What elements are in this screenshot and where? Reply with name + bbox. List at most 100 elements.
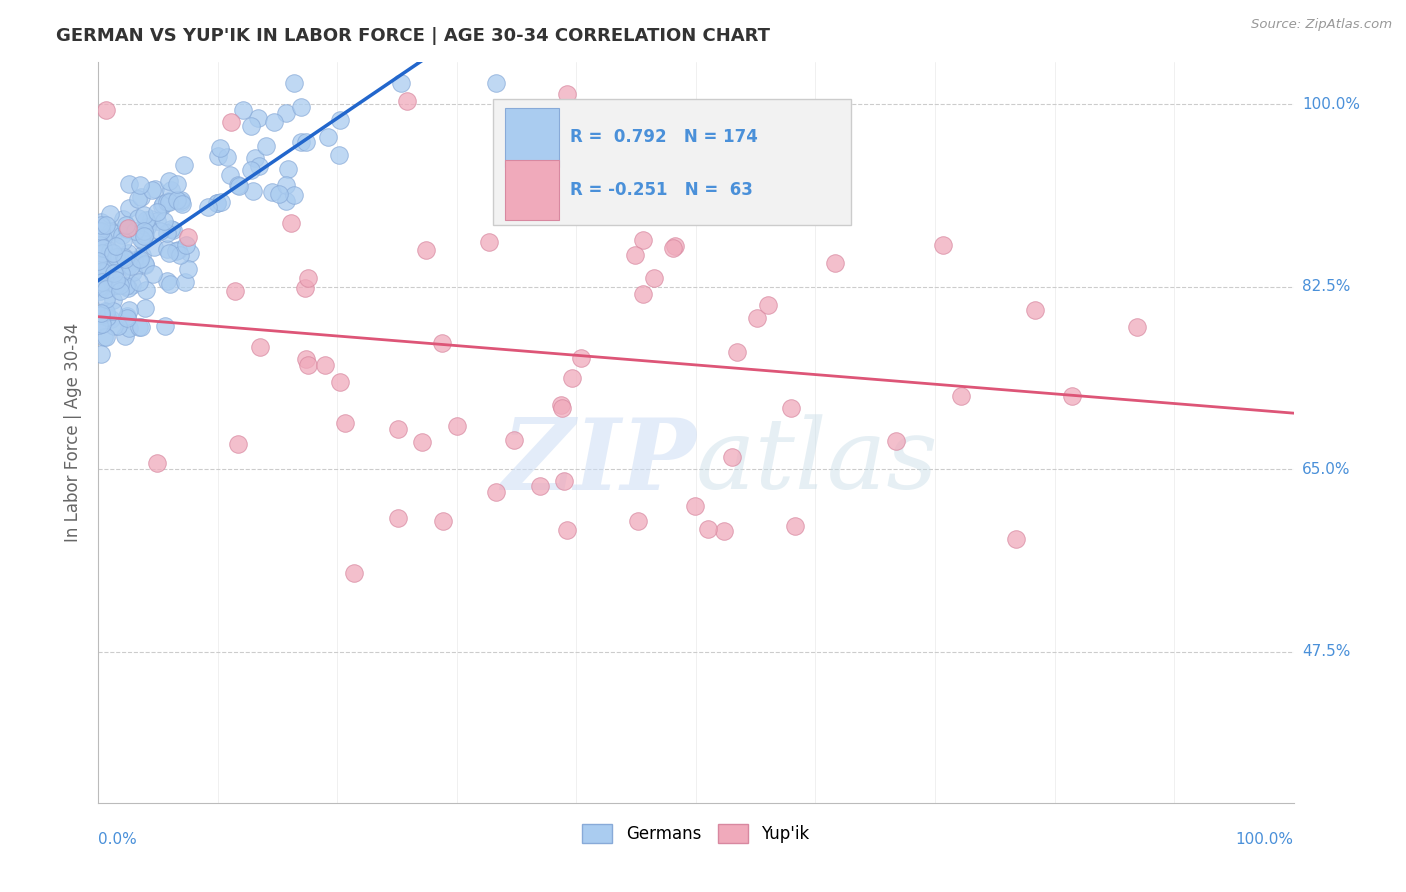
Point [143, 182, 166, 196]
Point [246, 111, 269, 125]
Point [136, 219, 159, 234]
Point [411, 435, 433, 450]
Point [135, 213, 157, 227]
Point [101, 226, 124, 240]
Point [90, 245, 112, 260]
Point [662, 241, 685, 255]
Text: Source: ZipAtlas.com: Source: ZipAtlas.com [1251, 18, 1392, 31]
Point [205, 196, 228, 211]
Point [93, 304, 115, 318]
Point [502, 433, 524, 447]
FancyBboxPatch shape [505, 161, 558, 219]
Point [254, 139, 277, 153]
Point [146, 214, 169, 228]
Point [249, 339, 271, 353]
Point [142, 240, 165, 254]
Point [107, 251, 129, 265]
Point [91, 231, 114, 245]
Point [108, 285, 131, 299]
Point [115, 278, 138, 293]
Legend: Germans, Yup'ik: Germans, Yup'ik [576, 817, 815, 850]
Point [96, 268, 118, 282]
Point [232, 103, 254, 117]
Point [114, 252, 136, 267]
Point [127, 193, 149, 207]
Point [104, 239, 127, 253]
Point [170, 193, 193, 207]
Point [117, 281, 139, 295]
Point [209, 195, 232, 210]
Point [87, 318, 110, 333]
Point [100, 312, 122, 326]
Point [90, 308, 112, 322]
Text: 100.0%: 100.0% [1236, 832, 1294, 847]
Point [132, 235, 155, 249]
Point [90, 347, 112, 361]
Point [93, 330, 115, 344]
Point [103, 319, 125, 334]
Point [118, 321, 141, 335]
Point [117, 259, 139, 273]
Point [747, 310, 769, 325]
Point [111, 212, 134, 227]
Point [165, 244, 187, 258]
Point [207, 148, 229, 162]
Point [294, 281, 316, 295]
Point [90, 215, 112, 229]
Point [104, 273, 127, 287]
Point [219, 168, 242, 182]
Point [89, 285, 111, 299]
Point [172, 196, 194, 211]
Point [118, 178, 141, 192]
Point [389, 76, 412, 90]
Point [329, 113, 352, 128]
Point [94, 304, 117, 318]
Point [166, 193, 188, 207]
Point [103, 246, 125, 260]
Point [174, 238, 197, 252]
Point [219, 115, 242, 129]
Point [224, 284, 246, 298]
Point [101, 293, 124, 308]
Point [297, 358, 319, 372]
Text: ZIP: ZIP [501, 414, 696, 510]
Point [529, 479, 551, 493]
Point [387, 511, 409, 525]
Point [243, 151, 266, 165]
Point [90, 317, 112, 331]
Point [149, 224, 172, 238]
Point [551, 401, 574, 415]
Point [132, 229, 155, 244]
Point [228, 178, 250, 193]
Point [91, 276, 114, 290]
Point [550, 398, 572, 412]
Point [697, 522, 720, 536]
Point [94, 103, 117, 117]
Point [122, 253, 145, 268]
Point [134, 227, 156, 242]
Point [91, 241, 114, 255]
Point [90, 224, 112, 238]
Point [129, 178, 152, 192]
Point [290, 100, 312, 114]
Point [94, 219, 117, 233]
Point [156, 227, 179, 241]
Point [721, 450, 744, 464]
Point [159, 193, 181, 207]
Text: GERMAN VS YUP'IK IN LABOR FORCE | AGE 30-34 CORRELATION CHART: GERMAN VS YUP'IK IN LABOR FORCE | AGE 30… [56, 27, 770, 45]
Point [98, 244, 121, 259]
Point [555, 87, 578, 101]
Point [557, 523, 579, 537]
Point [131, 248, 153, 262]
Text: 82.5%: 82.5% [1302, 279, 1350, 294]
Point [328, 148, 350, 162]
Point [179, 245, 201, 260]
FancyBboxPatch shape [505, 108, 558, 167]
Point [247, 159, 270, 173]
Point [134, 301, 156, 315]
Point [96, 310, 118, 325]
Point [124, 224, 146, 238]
Point [114, 328, 136, 343]
Text: 65.0%: 65.0% [1302, 462, 1350, 476]
Point [626, 514, 648, 528]
